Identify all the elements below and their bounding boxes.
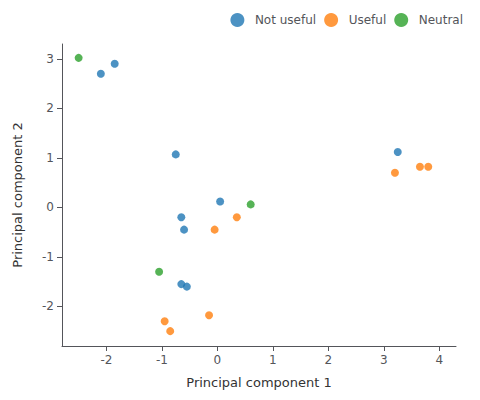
- svg-text:-1: -1: [42, 250, 54, 264]
- svg-text:Useful: Useful: [349, 13, 387, 27]
- svg-text:-2: -2: [100, 353, 112, 367]
- svg-text:1: 1: [46, 151, 54, 165]
- svg-text:4: 4: [436, 353, 444, 367]
- svg-text:Principal component 2: Principal component 2: [10, 122, 25, 267]
- svg-text:3: 3: [46, 52, 54, 66]
- svg-text:3: 3: [380, 353, 388, 367]
- svg-text:0: 0: [46, 200, 54, 214]
- svg-text:Principal component 1: Principal component 1: [186, 375, 331, 390]
- svg-text:-1: -1: [156, 353, 168, 367]
- svg-text:Not useful: Not useful: [255, 13, 316, 27]
- svg-text:Neutral: Neutral: [419, 13, 463, 27]
- svg-text:2: 2: [46, 101, 54, 115]
- svg-text:-2: -2: [42, 299, 54, 313]
- svg-text:2: 2: [325, 353, 333, 367]
- svg-text:0: 0: [214, 353, 222, 367]
- svg-text:1: 1: [269, 353, 277, 367]
